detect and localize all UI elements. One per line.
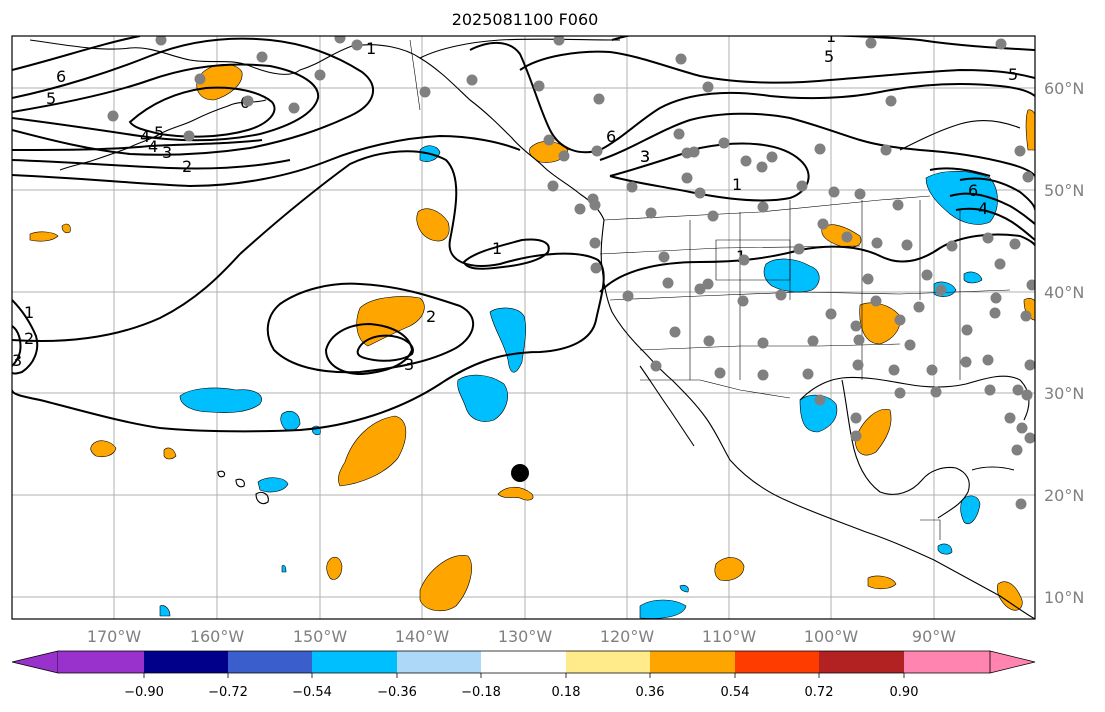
colorbar-tick: 0.54: [721, 685, 750, 700]
lon-label: 100°W: [804, 627, 859, 646]
contour-label: 1: [24, 303, 34, 322]
contour-label: 3: [640, 147, 650, 166]
contour-label: 5: [154, 123, 164, 142]
lat-label: 40°N: [1044, 283, 1084, 302]
colorbar-segment: [58, 651, 144, 673]
contour-label: 4: [148, 137, 158, 156]
political-borders: [409, 39, 1011, 540]
lat-label: 10°N: [1044, 588, 1084, 607]
contour-label: 1: [732, 175, 742, 194]
contour-label: 6: [606, 127, 616, 146]
height-contours: [12, 36, 1035, 433]
latitude-labels: 60°N 50°N 40°N 30°N 20°N 10°N: [1044, 79, 1084, 607]
contour-label: 4: [140, 127, 150, 146]
colorbar-tick: −0.18: [461, 685, 501, 700]
colorbar-extend-high: [989, 650, 1036, 674]
map-frame: [11, 35, 1036, 620]
contour-label: 4: [978, 199, 988, 218]
colorbar-tick: 0.90: [890, 685, 919, 700]
colorbar-segment: [481, 651, 566, 673]
colorbar-tick: −0.72: [208, 685, 248, 700]
positive-anomaly-areas: [29, 64, 1035, 612]
lon-label: 90°W: [912, 627, 956, 646]
contour-label: 1: [366, 39, 376, 58]
contour-label: 2: [182, 157, 192, 176]
colorbar: −0.90 −0.72 −0.54 −0.36 −0.18 0.18 0.36 …: [11, 650, 1036, 700]
lon-label: 130°W: [498, 627, 553, 646]
lon-label: 110°W: [702, 627, 757, 646]
lon-label: 150°W: [293, 627, 348, 646]
black-dot-marker: [511, 464, 529, 482]
lon-label: 120°W: [600, 627, 655, 646]
colorbar-segment: [312, 651, 397, 673]
colorbar-tick: −0.36: [377, 685, 417, 700]
contour-label: 3: [162, 143, 172, 162]
contour-label: 1: [826, 27, 836, 46]
colorbar-segment: [819, 651, 904, 673]
lon-label: 140°W: [395, 627, 450, 646]
contour-label: 1: [492, 239, 502, 258]
colorbar-segment: [144, 651, 228, 673]
contour-label: 3: [404, 355, 414, 374]
contour-label: 3: [12, 351, 22, 370]
longitude-labels: 170°W 160°W 150°W 140°W 130°W 120°W 110°…: [87, 627, 956, 646]
lon-label: 170°W: [87, 627, 142, 646]
colorbar-segment: [566, 651, 650, 673]
contour-label: 5: [46, 89, 56, 108]
colorbar-segment: [650, 651, 735, 673]
contour-label: 5: [824, 47, 834, 66]
colorbar-tick: 0.72: [805, 685, 834, 700]
colorbar-extend-low: [11, 650, 59, 674]
colorbar-segment: [904, 651, 990, 673]
contour-label: 2: [24, 329, 34, 348]
colorbar-segment: [397, 651, 481, 673]
map-title: 2025081100 F060: [451, 10, 599, 29]
contour-label: 5: [1008, 65, 1018, 84]
colorbar-tick: −0.54: [292, 685, 332, 700]
colorbar-segment: [228, 651, 312, 673]
contour-label: 6: [968, 181, 978, 200]
colorbar-tick: −0.90: [124, 685, 164, 700]
contour-label: 2: [426, 307, 436, 326]
lon-label: 160°W: [190, 627, 245, 646]
lat-label: 50°N: [1044, 181, 1084, 200]
coastlines: [29, 38, 1035, 619]
colorbar-tick: 0.18: [552, 685, 581, 700]
lat-label: 60°N: [1044, 79, 1084, 98]
negative-anomaly-areas: [159, 145, 998, 619]
lat-label: 30°N: [1044, 384, 1084, 403]
colorbar-segment: [735, 651, 819, 673]
colorbar-tick: 0.36: [636, 685, 665, 700]
station-markers: [107, 36, 1035, 510]
lat-label: 20°N: [1044, 486, 1084, 505]
map-canvas: 6 5 4 3 2 1 6 5 4 3 6 5 3 1 6 5 4 1 1 2 …: [12, 27, 1035, 619]
contour-label: 3: [640, 147, 650, 166]
contour-label: 6: [56, 67, 66, 86]
